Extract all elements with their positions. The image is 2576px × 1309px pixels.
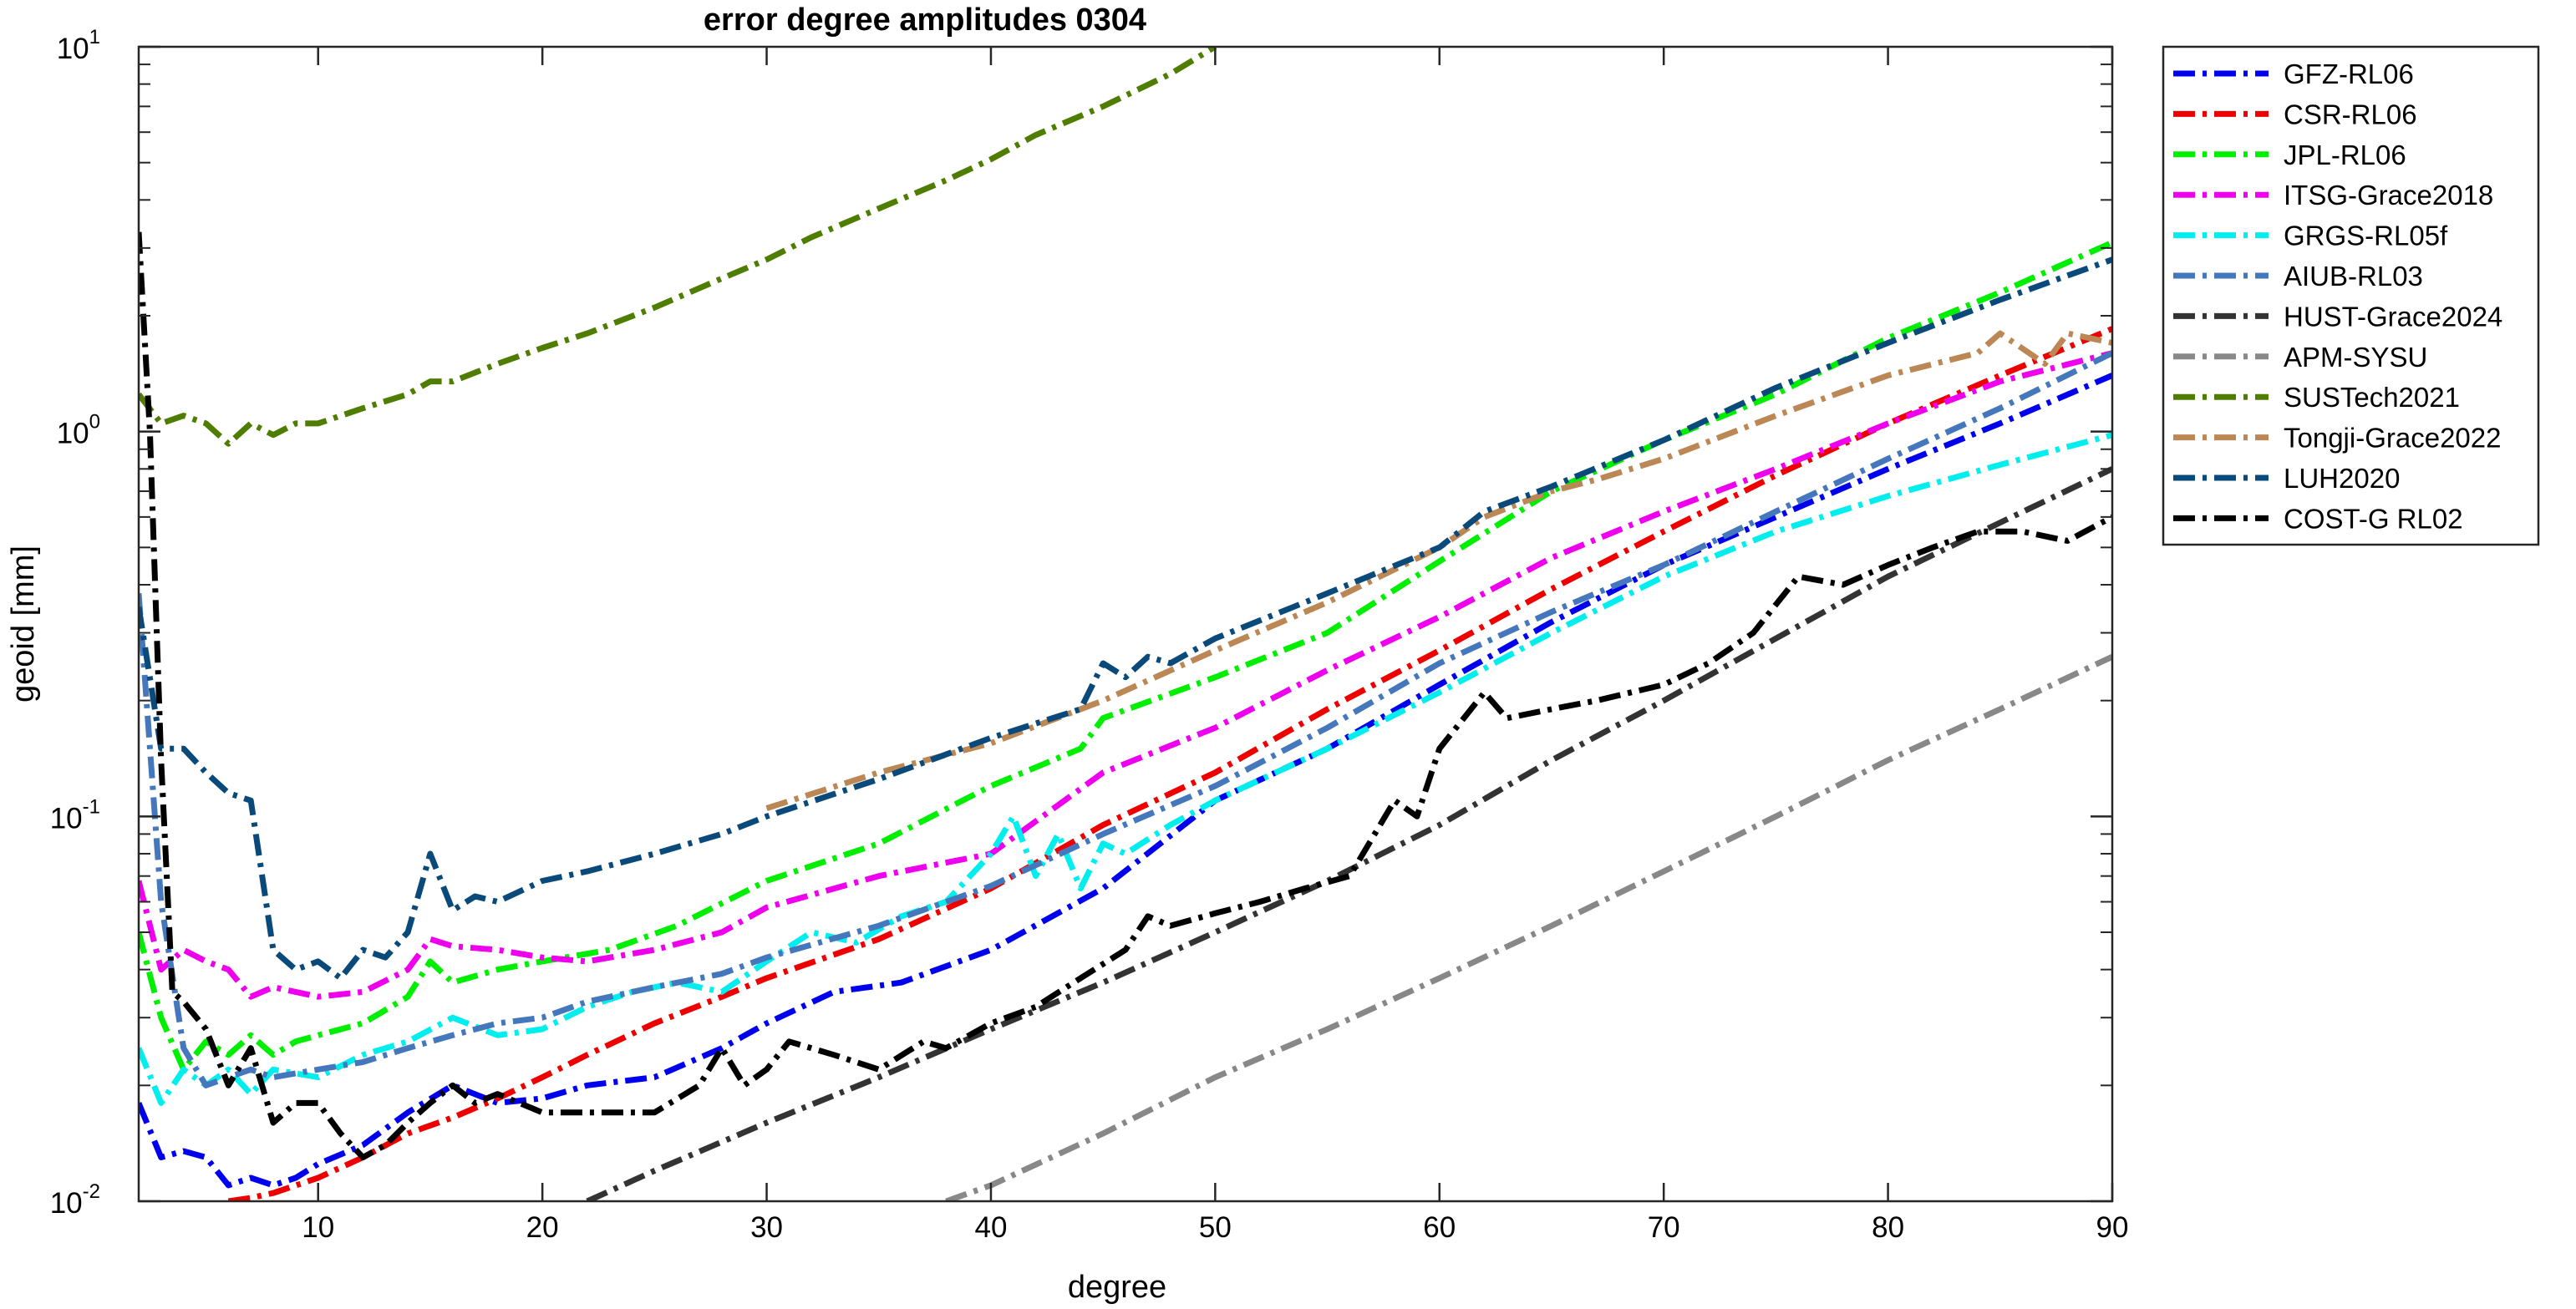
x-tick-label: 90 — [2096, 1211, 2129, 1244]
legend: GFZ-RL06 CSR-RL06 JPL-RL06 ITSG-Grace2018 GR… — [2162, 45, 2540, 546]
legend-label: APM-SYSU — [2284, 342, 2427, 373]
legend-label: JPL-RL06 — [2284, 140, 2406, 170]
legend-item: SUSTech2021 — [2173, 382, 2460, 413]
series-line-aiub-rl03 — [139, 350, 2112, 1088]
legend-item: GFZ-RL06 — [2173, 58, 2414, 89]
plot-area-frame — [137, 45, 2114, 1203]
legend-item: AIUB-RL03 — [2173, 261, 2423, 292]
legend-item: LUH2020 — [2173, 463, 2400, 494]
y-tick-exponent: -1 — [83, 795, 100, 818]
y-tick-base: 10 — [57, 33, 89, 65]
legend-items: GFZ-RL06 CSR-RL06 JPL-RL06 ITSG-Grace2018 GR… — [2173, 58, 2502, 534]
legend-label: GRGS-RL05f — [2284, 221, 2448, 251]
y-tick-exponent: 0 — [89, 411, 100, 434]
series-line-sustech2021 — [139, 47, 1217, 447]
y-tick-base: 10 — [50, 802, 83, 835]
legend-box — [2162, 45, 2540, 546]
legend-label: Tongji-Grace2022 — [2284, 423, 2502, 454]
y-tick-label: 10-1 — [50, 795, 100, 835]
chart-title: error degree amplitudes 0304 — [704, 3, 1146, 38]
x-tick-label: 30 — [750, 1211, 783, 1244]
x-tick-label: 60 — [1423, 1211, 1456, 1244]
series-line-itsg-grace2018 — [139, 350, 2112, 1000]
y-tick-exponent: -2 — [83, 1180, 100, 1203]
x-tick-label: 50 — [1199, 1211, 1232, 1244]
legend-label: COST-G RL02 — [2284, 503, 2463, 534]
x-tick-label: 70 — [1648, 1211, 1680, 1244]
legend-item: APM-SYSU — [2173, 342, 2427, 373]
legend-item: CSR-RL06 — [2173, 99, 2417, 129]
x-tick-label: 80 — [1872, 1211, 1904, 1244]
y-tick-label: 10-2 — [50, 1180, 100, 1220]
y-tick-base: 10 — [50, 1187, 83, 1220]
x-tick-label: 40 — [974, 1211, 1007, 1244]
legend-label: GFZ-RL06 — [2284, 58, 2414, 89]
legend-item: Tongji-Grace2022 — [2173, 423, 2502, 454]
legend-label: AIUB-RL03 — [2284, 261, 2423, 292]
legend-item: COST-G RL02 — [2173, 503, 2463, 534]
series-line-apm-sysu — [945, 654, 2112, 1201]
series-line-tongji-grace2022 — [765, 330, 2112, 811]
x-tick-label: 10 — [302, 1211, 334, 1244]
x-axis-ticks: 10 20 30 40 50 60 70 80 90 — [302, 47, 2128, 1244]
series-group — [139, 47, 2112, 1201]
y-tick-label: 101 — [57, 26, 100, 65]
series-line-cost-g-rl02 — [139, 231, 2112, 1160]
legend-label: SUSTech2021 — [2284, 382, 2460, 413]
series-line-jpl-rl06 — [139, 240, 2112, 1073]
legend-item: JPL-RL06 — [2173, 140, 2406, 170]
y-tick-label: 100 — [57, 411, 100, 450]
legend-item: GRGS-RL05f — [2173, 221, 2448, 251]
y-axis-label: geoid [mm] — [6, 545, 41, 703]
legend-item: ITSG-Grace2018 — [2173, 180, 2493, 211]
legend-item: HUST-Grace2024 — [2173, 301, 2502, 332]
series-line-luh2020 — [139, 256, 2112, 982]
y-tick-base: 10 — [57, 418, 89, 450]
series-line-hust-grace2024 — [586, 466, 2112, 1201]
legend-label: HUST-Grace2024 — [2284, 301, 2502, 332]
legend-label: ITSG-Grace2018 — [2284, 180, 2493, 211]
x-axis-label: degree — [1068, 1270, 1166, 1305]
legend-label: LUH2020 — [2284, 463, 2400, 494]
series-line-gfz-rl06 — [139, 373, 2112, 1189]
y-tick-exponent: 1 — [89, 26, 100, 48]
x-tick-label: 20 — [526, 1211, 559, 1244]
legend-label: CSR-RL06 — [2284, 99, 2417, 129]
